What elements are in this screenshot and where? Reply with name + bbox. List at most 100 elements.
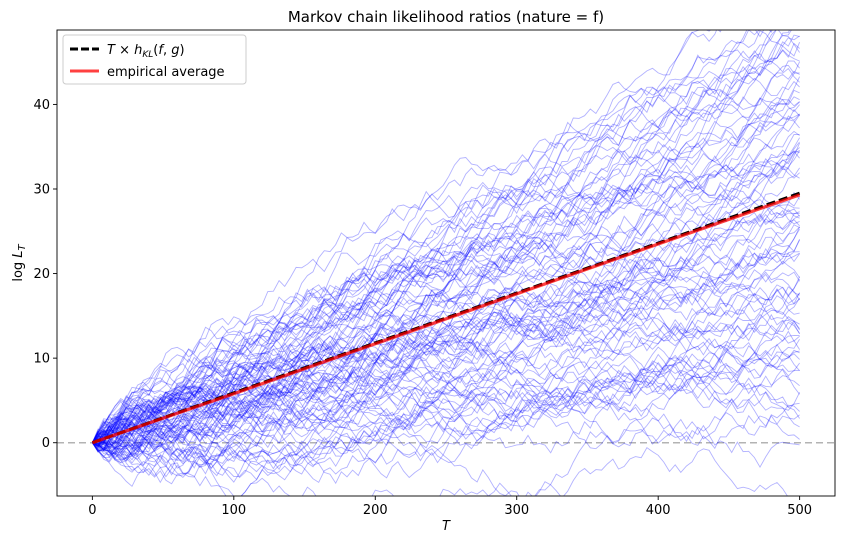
sample-path [92, 286, 800, 457]
sample-path [92, 191, 800, 444]
svg-text:log LT: log LT [11, 243, 28, 281]
sample-path [92, 96, 800, 449]
sample-path [92, 34, 800, 443]
sample-path [92, 385, 800, 469]
sample-path [92, 362, 800, 479]
sample-path [92, 427, 788, 496]
sample-path [92, 80, 800, 454]
sample-path [92, 30, 791, 451]
x-tick-label: 400 [646, 503, 671, 518]
sample-path [92, 266, 800, 444]
sample-path [92, 89, 800, 443]
sample-path [92, 329, 800, 465]
sample-path [92, 321, 800, 460]
sample-path [91, 30, 801, 443]
sample-path [92, 350, 800, 454]
y-tick-label: 10 [33, 352, 50, 367]
sample-path [92, 48, 800, 451]
sample-path [92, 108, 800, 454]
sample-path [92, 30, 722, 447]
legend-box [62, 34, 247, 85]
sample-path [92, 226, 801, 446]
empirical-average-line [91, 193, 801, 445]
sample-path [91, 248, 800, 443]
sample-path [92, 323, 800, 443]
sample-path [92, 30, 773, 451]
sample-path [92, 226, 800, 474]
sample-path [92, 96, 800, 444]
sample-path [92, 401, 800, 456]
svg-text:T: T [442, 519, 451, 534]
sample-path [92, 313, 800, 457]
sample-path [92, 30, 777, 450]
sample-path [92, 278, 800, 469]
sample-path [92, 35, 800, 452]
sample-path [92, 291, 800, 485]
sample-path [92, 65, 800, 444]
sample-path [92, 76, 801, 444]
sample-path [91, 114, 800, 443]
sample-path [92, 30, 773, 444]
sample-path [92, 205, 800, 443]
sample-path [92, 239, 801, 444]
sample-path [92, 239, 801, 443]
sample-path [92, 361, 800, 477]
sample-path [92, 161, 800, 448]
sample-path [92, 99, 800, 445]
sample-path [92, 42, 800, 462]
sample-path [91, 319, 800, 479]
y-tick-label: 30 [33, 182, 50, 197]
y-tick-label: 20 [33, 267, 50, 282]
legend: T × hKL(f, g) empirical average [62, 34, 247, 85]
sample-path [92, 64, 800, 446]
sample-path [92, 134, 800, 459]
sample-path [92, 228, 800, 445]
series-lines [91, 191, 801, 445]
sample-path [92, 53, 800, 446]
sample-path [92, 360, 800, 484]
sample-path [92, 111, 800, 451]
sample-path [92, 313, 800, 469]
x-axis-label: T [442, 519, 451, 534]
sample-path [92, 371, 800, 496]
x-tick-label: 0 [88, 503, 96, 518]
x-tick-label: 500 [787, 503, 812, 518]
sample-path [92, 159, 800, 443]
sample-path [92, 30, 792, 444]
sample-path [92, 150, 800, 455]
sample-path [92, 118, 800, 443]
sample-path [91, 336, 801, 443]
sample-path [92, 251, 800, 451]
sample-path [92, 150, 800, 444]
sample-path [92, 35, 800, 452]
sample-path [92, 260, 800, 460]
sample-path [92, 338, 800, 453]
plot-area [57, 30, 835, 496]
sample-path [92, 101, 800, 443]
sample-path [92, 211, 800, 461]
sample-path [92, 258, 800, 460]
sample-path [92, 340, 800, 461]
sample-path [92, 167, 800, 443]
x-tick-label: 100 [221, 503, 246, 518]
sample-path [92, 304, 800, 455]
sample-path [92, 343, 800, 488]
sample-path [92, 67, 800, 450]
sample-path [92, 199, 800, 450]
y-tick-label: 0 [42, 436, 50, 451]
sample-path [92, 331, 800, 457]
sample-path [92, 293, 800, 443]
sample-path [92, 400, 800, 496]
sample-path [92, 324, 800, 443]
legend-avg-label: empirical average [107, 65, 225, 80]
chart-title: Markov chain likelihood ratios (nature =… [288, 8, 604, 26]
sample-path [92, 61, 801, 450]
plot-frame [56, 29, 836, 497]
sample-path [92, 276, 801, 446]
sample-path [92, 295, 800, 447]
x-tick-label: 300 [504, 503, 529, 518]
y-axis-label: log LT [11, 243, 28, 281]
sample-path [92, 214, 800, 450]
sample-path [92, 150, 800, 444]
